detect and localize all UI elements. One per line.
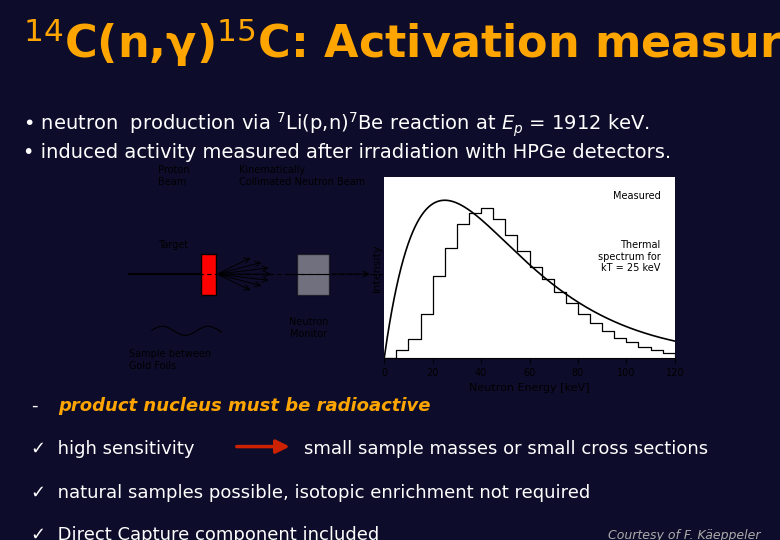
Bar: [201, 254, 216, 294]
Text: Measured: Measured: [612, 191, 660, 201]
Text: -: -: [31, 397, 37, 415]
Text: Kinematically
Collimated Neutron Beam: Kinematically Collimated Neutron Beam: [239, 165, 365, 187]
Text: Sample between
Gold Foils: Sample between Gold Foils: [129, 349, 211, 370]
Text: • induced activity measured after irradiation with HPGe detectors.: • induced activity measured after irradi…: [23, 143, 672, 162]
Text: Proton
Beam: Proton Beam: [158, 165, 189, 187]
Text: Courtesy of F. Käeppeler: Courtesy of F. Käeppeler: [608, 529, 760, 540]
Text: Thermal
spectrum for
kT = 25 keV: Thermal spectrum for kT = 25 keV: [597, 240, 660, 273]
Text: Target: Target: [158, 240, 188, 250]
Bar: [297, 254, 329, 294]
Text: small sample masses or small cross sections: small sample masses or small cross secti…: [304, 440, 708, 458]
Text: • neutron  production via $^{7}$Li(p,n)$^{7}$Be reaction at $E_p$ = 1912 keV.: • neutron production via $^{7}$Li(p,n)$^…: [23, 111, 651, 139]
Text: ✓  high sensitivity: ✓ high sensitivity: [31, 440, 195, 458]
Text: ✓  natural samples possible, isotopic enrichment not required: ✓ natural samples possible, isotopic enr…: [31, 484, 590, 502]
Text: $^{14}$C(n,γ)$^{15}$C: Activation measurements: $^{14}$C(n,γ)$^{15}$C: Activation measur…: [23, 16, 780, 69]
Y-axis label: Intensity: Intensity: [371, 243, 381, 292]
Text: ✓  Direct Capture component included: ✓ Direct Capture component included: [31, 526, 379, 540]
X-axis label: Neutron Energy [keV]: Neutron Energy [keV]: [470, 383, 590, 393]
Text: product nucleus must be radioactive: product nucleus must be radioactive: [58, 397, 431, 415]
Text: Neutron
Monitor: Neutron Monitor: [289, 317, 328, 339]
